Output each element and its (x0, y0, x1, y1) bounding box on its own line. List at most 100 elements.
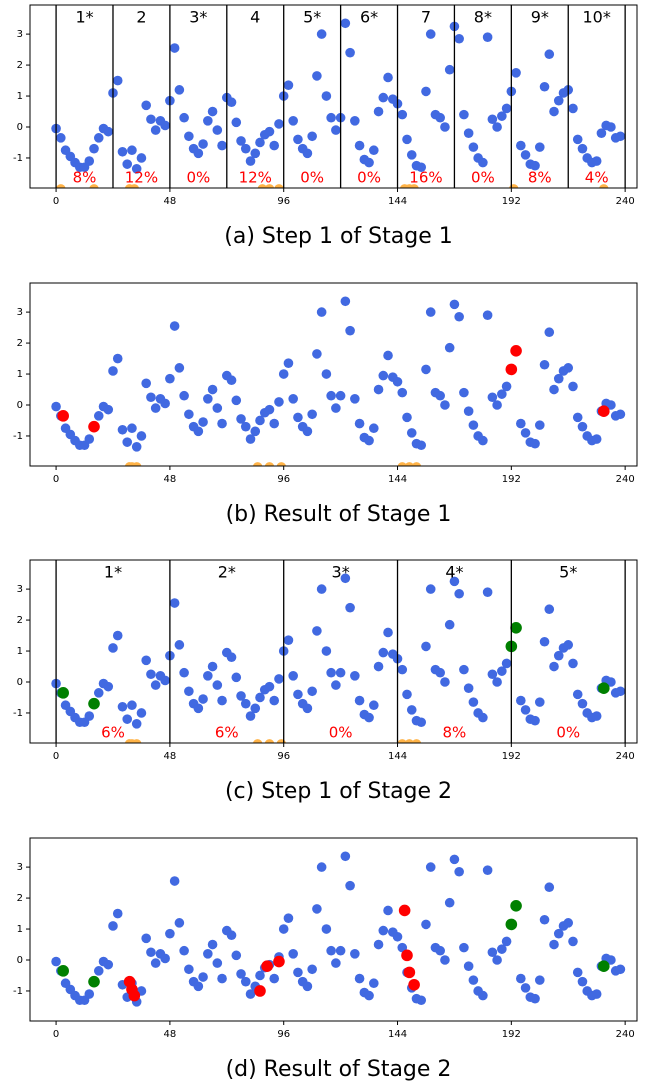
flag-marker (404, 739, 415, 743)
point (331, 125, 341, 135)
point (549, 106, 559, 117)
point (478, 990, 488, 1001)
window-label: 2* (218, 563, 236, 582)
flag-marker (397, 462, 407, 466)
axes-frame (29, 559, 638, 744)
flag-marker (264, 184, 275, 188)
flag-marker (129, 184, 140, 188)
point (331, 958, 341, 968)
point (93, 688, 104, 698)
x-tick-label: 240 (616, 474, 635, 485)
point (615, 964, 626, 975)
flag-marker (131, 462, 142, 466)
point (492, 677, 502, 687)
point (93, 966, 104, 976)
point (482, 865, 493, 876)
point (553, 95, 564, 106)
point (184, 409, 194, 420)
point (516, 695, 526, 706)
point (255, 415, 265, 426)
rate-label: 0% (300, 169, 324, 187)
x-tick-label: 0 (53, 751, 59, 762)
point (131, 442, 142, 452)
point (487, 947, 498, 958)
point (378, 370, 389, 381)
point (217, 973, 227, 984)
point (544, 49, 555, 60)
point (530, 438, 540, 449)
y-tick-label: 0 (17, 400, 23, 411)
point (236, 691, 246, 701)
point (468, 975, 479, 985)
point (269, 973, 280, 984)
point (487, 392, 498, 403)
point (449, 299, 460, 310)
point (321, 91, 332, 101)
point (136, 708, 147, 718)
point (468, 697, 479, 707)
point (435, 390, 445, 401)
rate-label: 0% (357, 169, 381, 187)
point (146, 947, 156, 958)
point (293, 134, 303, 145)
point (544, 604, 555, 615)
point (283, 80, 294, 90)
point (203, 949, 213, 959)
point (615, 409, 626, 420)
x-tick-label: 240 (616, 751, 635, 762)
point (425, 584, 436, 594)
point (544, 882, 555, 893)
point (501, 936, 512, 947)
point (354, 418, 365, 429)
point (122, 437, 133, 447)
point (520, 428, 531, 438)
point (369, 423, 379, 434)
point (269, 695, 280, 706)
rate-label: 8% (528, 169, 552, 187)
highlight-point (261, 960, 273, 972)
flag-marker (404, 462, 415, 466)
point (179, 667, 189, 678)
point (150, 403, 161, 413)
point (117, 424, 128, 435)
point (350, 116, 360, 126)
point (340, 18, 351, 29)
point (345, 47, 355, 58)
point (492, 955, 502, 965)
point (487, 669, 498, 680)
point (606, 955, 616, 965)
point (459, 387, 469, 398)
y-tick-label: 3 (17, 862, 23, 873)
point (89, 143, 99, 154)
point (245, 434, 256, 444)
point (236, 969, 246, 979)
point (534, 142, 545, 152)
flag-marker (89, 184, 99, 188)
window-label: 9* (531, 8, 549, 27)
point (402, 689, 412, 700)
point (179, 112, 189, 123)
highlight-point (398, 904, 411, 917)
window-label: 7 (421, 8, 431, 27)
point (563, 640, 574, 650)
point (316, 307, 327, 317)
x-tick-label: 96 (277, 196, 290, 207)
point (369, 700, 379, 711)
point (312, 626, 322, 636)
point (497, 389, 507, 399)
plot (51, 851, 626, 1007)
point (179, 945, 189, 956)
point (264, 681, 275, 692)
point (226, 97, 237, 108)
point (217, 418, 227, 429)
rate-label: 6% (215, 724, 239, 742)
point (302, 426, 313, 437)
point (141, 933, 151, 944)
plot (51, 573, 626, 743)
highlight-point (505, 363, 518, 376)
y-tick-label: -1 (13, 431, 23, 442)
window-label: 4 (250, 8, 260, 27)
highlight-point (598, 682, 610, 694)
point (174, 85, 185, 95)
highlight-point (88, 975, 100, 988)
